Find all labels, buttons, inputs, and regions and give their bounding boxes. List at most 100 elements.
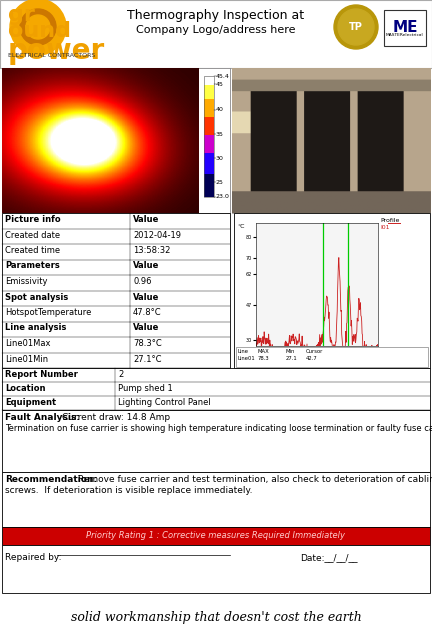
Bar	[204, 117, 214, 120]
Text: Repaired by:: Repaired by:	[5, 553, 64, 562]
Bar	[204, 75, 214, 78]
Bar	[204, 164, 214, 167]
Bar	[204, 80, 214, 82]
Text: Equipment: Equipment	[5, 398, 56, 407]
Text: Recommendation:: Recommendation:	[5, 475, 97, 484]
Bar	[204, 155, 214, 157]
Bar	[204, 95, 214, 97]
Bar	[232, 68, 430, 213]
Text: 25: 25	[216, 180, 224, 185]
Bar	[204, 167, 214, 170]
Bar	[204, 76, 214, 79]
Bar	[204, 122, 214, 124]
Text: Priority Rating 1 : Corrective measures Required Immediately: Priority Rating 1 : Corrective measures …	[86, 532, 346, 540]
Text: MAX: MAX	[258, 349, 270, 354]
Bar	[204, 93, 214, 96]
Bar	[2, 68, 230, 213]
Bar	[204, 119, 214, 122]
Text: Profile: Profile	[380, 218, 399, 223]
Bar	[204, 179, 214, 182]
Text: HotspotTemperature: HotspotTemperature	[5, 308, 92, 317]
Text: Infrared: Infrared	[5, 70, 32, 76]
Bar	[204, 148, 214, 150]
Text: ME: ME	[392, 20, 418, 35]
Text: Pump shed 1: Pump shed 1	[118, 384, 173, 393]
Text: Line01Min: Line01Min	[5, 354, 48, 364]
Text: 35: 35	[216, 132, 224, 137]
Bar	[204, 130, 214, 132]
Bar	[204, 113, 214, 115]
Bar	[204, 83, 214, 85]
Bar	[384, 10, 426, 46]
Bar	[2, 472, 430, 527]
Text: Picture info: Picture info	[5, 215, 60, 224]
Text: 45: 45	[216, 82, 224, 87]
Text: ELECTRICAL CONTRACTORS: ELECTRICAL CONTRACTORS	[8, 53, 95, 58]
Circle shape	[26, 15, 50, 39]
Text: Fault Analysis:: Fault Analysis:	[5, 413, 80, 422]
Text: Line01: Line01	[238, 356, 256, 361]
Bar	[204, 124, 214, 126]
Bar	[204, 178, 214, 181]
Text: Location: Location	[5, 384, 45, 393]
Text: Company Logo/address here: Company Logo/address here	[136, 25, 296, 35]
Text: Photo: Photo	[236, 70, 256, 76]
Text: Remove fuse carrier and test termination, also check to deterioration of cabling: Remove fuse carrier and test termination…	[75, 475, 432, 484]
Bar	[204, 98, 214, 100]
Text: 42.7: 42.7	[306, 356, 318, 361]
Bar	[204, 139, 214, 141]
Bar	[204, 104, 214, 106]
Bar	[2, 410, 430, 472]
Bar	[204, 120, 214, 123]
Text: Value: Value	[133, 324, 159, 332]
Text: Value: Value	[133, 293, 159, 302]
Text: 27.1°C: 27.1°C	[133, 354, 162, 364]
Text: screws.  If deterioration is visible replace immediately.: screws. If deterioration is visible repl…	[5, 486, 252, 495]
Bar	[204, 171, 214, 173]
Bar	[204, 160, 214, 162]
Text: Line: Line	[238, 349, 249, 354]
Bar	[204, 152, 214, 155]
Text: solid workmanship that doesn't cost the earth: solid workmanship that doesn't cost the …	[70, 611, 362, 624]
Bar	[204, 163, 214, 166]
Text: Date:__/__/__: Date:__/__/__	[300, 553, 358, 562]
Bar	[204, 100, 214, 102]
Bar	[204, 175, 214, 177]
Bar	[204, 137, 214, 140]
Text: 47.8°C: 47.8°C	[133, 308, 162, 317]
Bar	[204, 84, 214, 87]
Text: Line analysis: Line analysis	[5, 324, 67, 332]
Text: 13:58:32: 13:58:32	[133, 246, 170, 255]
Bar	[2, 545, 430, 593]
Text: Value: Value	[133, 215, 159, 224]
Bar	[204, 102, 214, 105]
Bar	[204, 187, 214, 189]
Bar	[204, 151, 214, 153]
Bar	[204, 184, 214, 186]
Text: Report Number: Report Number	[5, 370, 78, 379]
Bar	[204, 86, 214, 88]
Bar	[204, 115, 214, 117]
Bar	[198, 68, 230, 213]
Text: Camera 2D: Camera 2D	[275, 70, 314, 76]
Bar	[204, 107, 214, 109]
Bar	[204, 174, 214, 176]
Text: 2012-04-19: 2012-04-19	[133, 231, 181, 240]
Text: 78.3°C: 78.3°C	[133, 339, 162, 348]
Bar	[204, 161, 214, 164]
Bar	[204, 159, 214, 161]
Bar	[204, 140, 214, 142]
Text: Line01Max: Line01Max	[5, 339, 51, 348]
Text: power: power	[8, 37, 105, 65]
Bar	[204, 133, 214, 135]
Bar	[204, 145, 214, 147]
Bar	[204, 131, 214, 134]
Bar	[204, 108, 214, 111]
Text: Parameters: Parameters	[5, 261, 60, 270]
Bar	[204, 193, 214, 196]
Bar	[204, 169, 214, 171]
Bar	[204, 112, 214, 114]
Bar	[204, 177, 214, 179]
Bar	[2, 213, 230, 368]
Bar	[204, 110, 214, 112]
